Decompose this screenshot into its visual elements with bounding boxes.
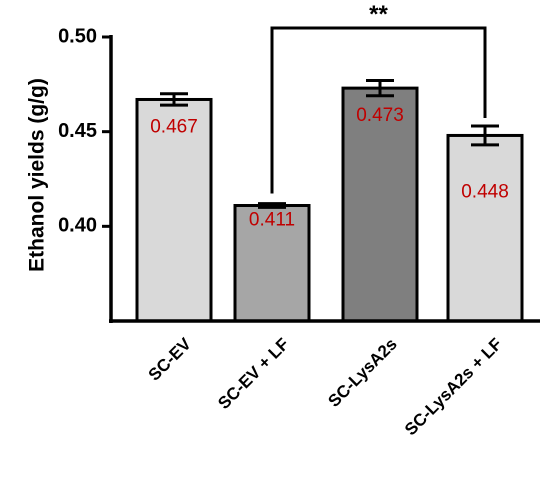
data-label-2: 0.411 [249,210,295,231]
bar-1 [135,97,213,323]
y-tick-label-1: 0.40 [58,215,97,237]
bar-4 [446,133,524,323]
data-label-1: 0.467 [150,116,198,137]
x-tick-label-3: SC-LysA2s [324,334,400,410]
y-axis-label: Ethanol yields (g/g) [26,78,49,272]
x-tick-label-2: SC-EV + LF [214,334,293,413]
data-label-4: 0.448 [461,181,509,202]
significance-bracket [270,26,487,194]
x-tick-label-1: SC-EV [145,334,196,385]
y-tick-label-3: 0.50 [58,25,97,47]
data-label-3: 0.473 [356,105,404,126]
y-tick-label-2: 0.45 [58,120,97,142]
significance-label: ** [369,1,388,28]
x-tick-label-4: SC-LysA2s + LF [401,334,506,439]
